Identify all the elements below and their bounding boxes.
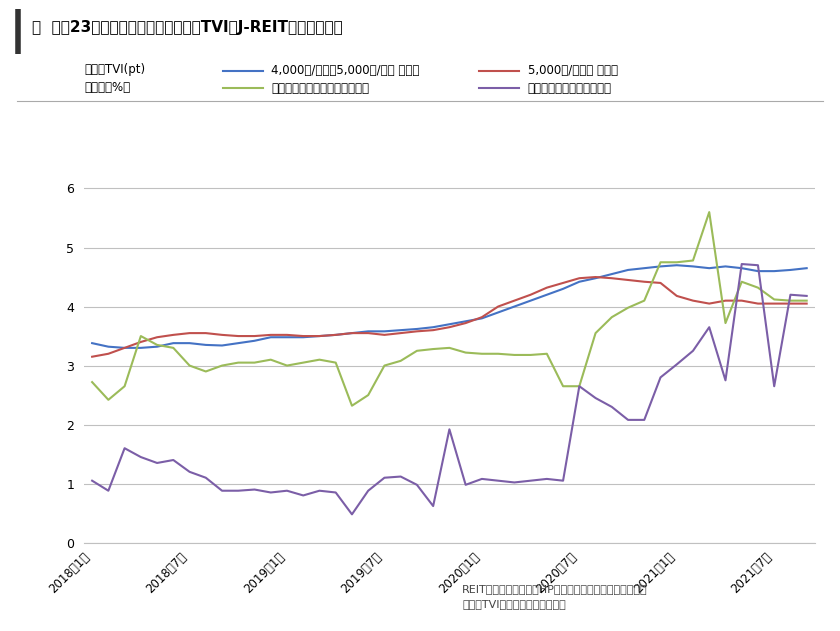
Text: 図  東京23区のハイクラス賃貸住宅のTVIとJ-REITの空室率比較: 図 東京23区のハイクラス賃貸住宅のTVIとJ-REITの空室率比較 xyxy=(32,20,343,35)
Text: 空室率TVI(pt): 空室率TVI(pt) xyxy=(84,63,145,76)
Text: 5,000円/㎡月超 クラス: 5,000円/㎡月超 クラス xyxy=(528,64,617,77)
Text: 空室率TVIは株式会社タスが分析: 空室率TVIは株式会社タスが分析 xyxy=(462,599,566,610)
Text: アドバンスレジデンス投資法人: アドバンスレジデンス投資法人 xyxy=(271,82,370,95)
Text: REITの空室率は各社のHPの公開データからタスが作成、: REITの空室率は各社のHPの公開データからタスが作成、 xyxy=(462,584,648,594)
Text: 大和証券リビング投資法人: 大和証券リビング投資法人 xyxy=(528,82,612,95)
Text: 4,000円/㎡月～5,000円/㎡月 クラス: 4,000円/㎡月～5,000円/㎡月 クラス xyxy=(271,64,420,77)
Text: 空室率（%）: 空室率（%） xyxy=(84,81,130,94)
